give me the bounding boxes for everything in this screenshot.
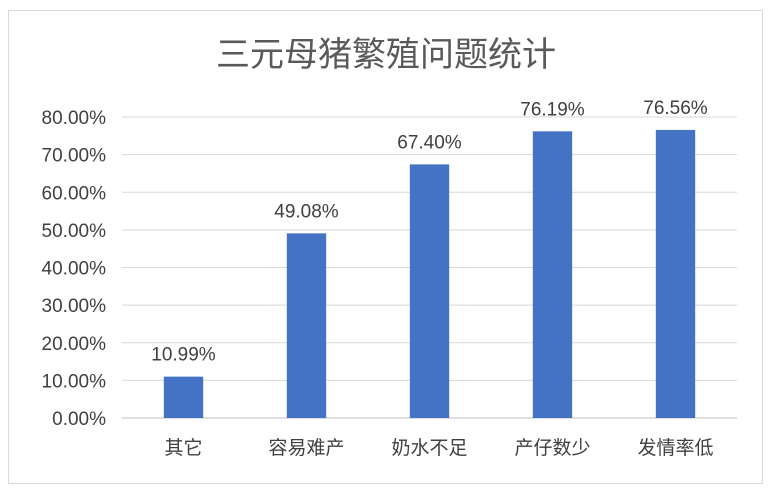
- y-axis-ticks: 0.00% 10.00% 20.00% 30.00% 40.00% 50.00% 60.00…: [42, 108, 107, 430]
- x-tick-label: 容易难产: [268, 437, 344, 459]
- bar: [286, 233, 327, 418]
- bars: [163, 129, 696, 418]
- x-tick-label: 发情率低: [637, 437, 713, 459]
- data-label: 67.40%: [397, 132, 462, 153]
- y-tick-label: 40.00%: [42, 259, 107, 280]
- x-axis-ticks: 其它 容易难产 奶水不足 产仔数少 发情率低: [164, 437, 713, 459]
- data-label: 49.08%: [274, 201, 339, 222]
- y-tick-label: 70.00%: [42, 146, 107, 167]
- x-tick-label: 产仔数少: [514, 437, 590, 459]
- bar: [409, 164, 450, 418]
- data-labels: 10.99% 49.08% 67.40% 76.19% 76.56%: [151, 98, 708, 366]
- y-tick-label: 10.00%: [42, 371, 107, 392]
- bar: [532, 131, 573, 418]
- y-tick-label: 20.00%: [42, 334, 107, 355]
- bar-chart: 三元母猪繁殖问题统计 0.00% 10.00% 20.00% 30.00% 40.00%…: [42, 35, 737, 459]
- y-tick-label: 50.00%: [42, 221, 107, 242]
- bar: [655, 129, 696, 418]
- data-label: 76.56%: [643, 98, 708, 119]
- y-tick-label: 30.00%: [42, 296, 107, 317]
- y-tick-label: 60.00%: [42, 183, 107, 204]
- y-tick-label: 0.00%: [52, 409, 106, 430]
- y-tick-label: 80.00%: [42, 108, 107, 129]
- chart-title: 三元母猪繁殖问题统计: [216, 35, 556, 75]
- x-tick-label: 其它: [164, 437, 202, 459]
- data-label: 76.19%: [520, 99, 585, 120]
- x-tick-label: 奶水不足: [391, 437, 467, 459]
- data-label: 10.99%: [151, 345, 216, 366]
- chart-frame: 三元母猪繁殖问题统计 0.00% 10.00% 20.00% 30.00% 40.00%…: [8, 10, 763, 484]
- bar: [163, 376, 204, 418]
